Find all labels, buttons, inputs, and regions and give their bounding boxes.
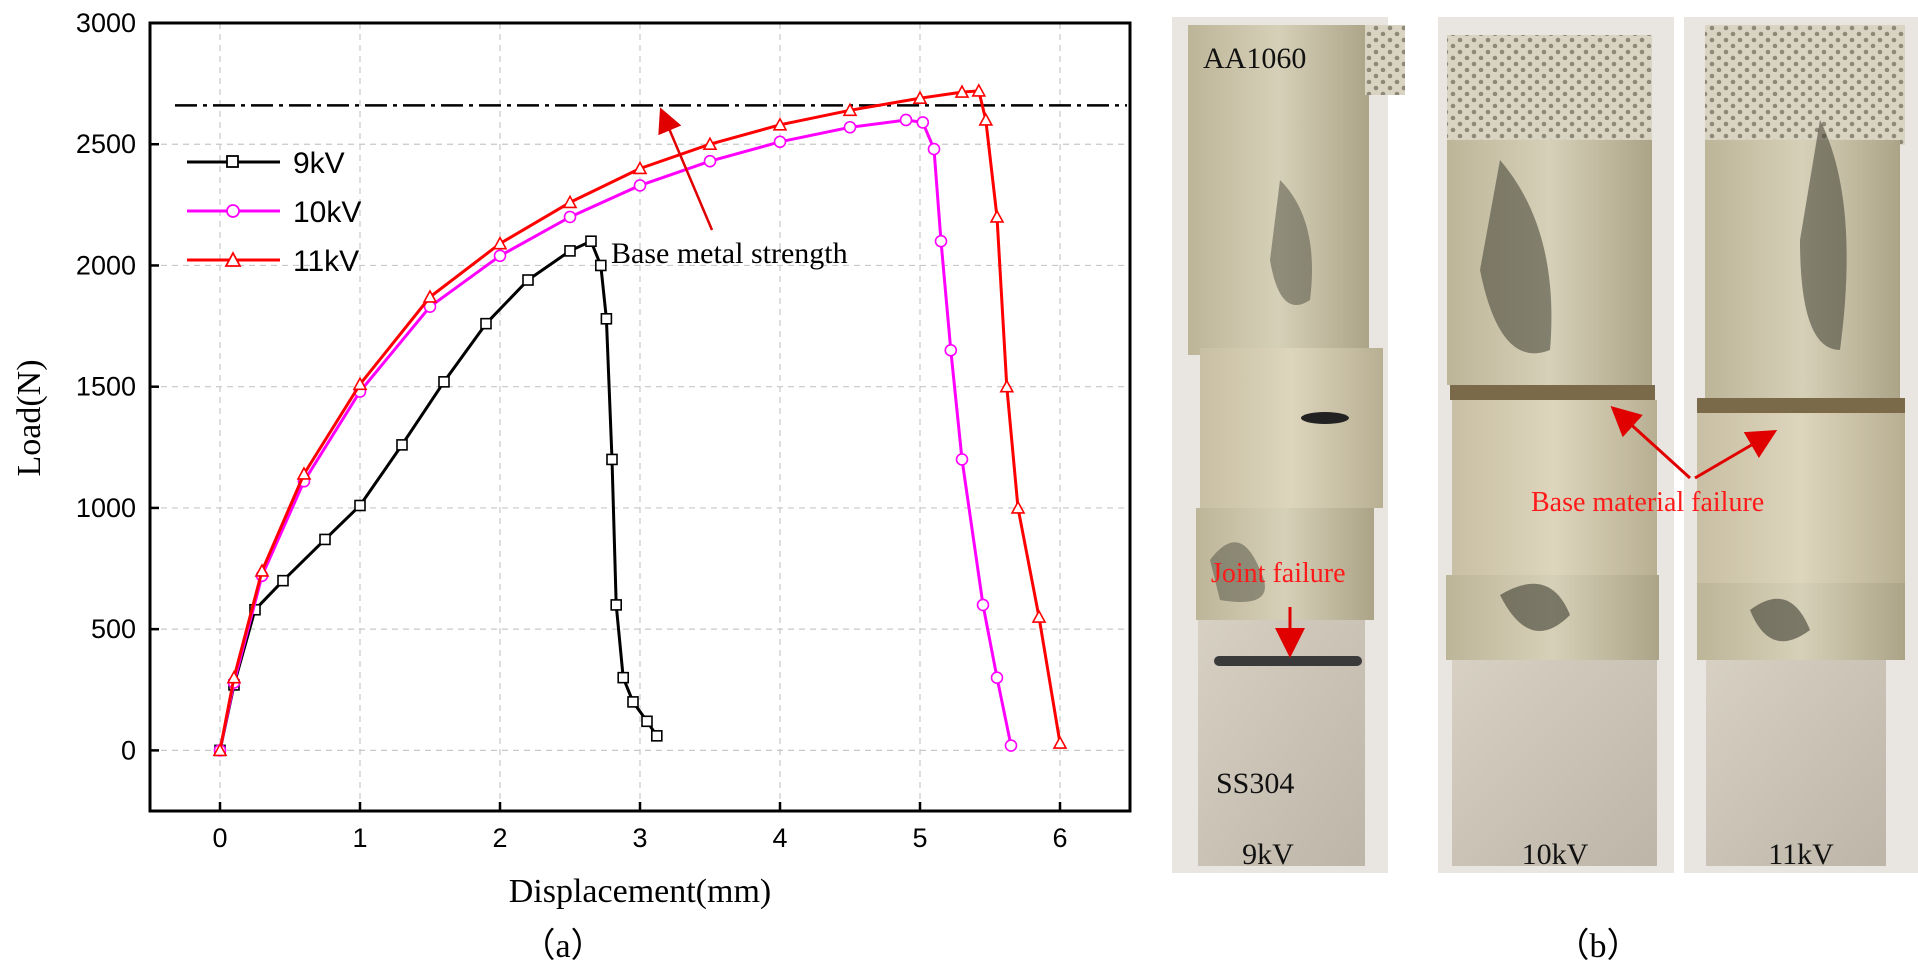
legend-label-10kv: 10kV bbox=[293, 196, 361, 229]
data-point-9kv bbox=[480, 317, 492, 330]
y-tick-label: 0 bbox=[121, 735, 136, 765]
x-tick-label: 5 bbox=[912, 823, 927, 853]
data-point-11kv bbox=[562, 194, 578, 209]
label-voltage-11kv: 11kV bbox=[1768, 838, 1834, 871]
label-voltage-10kv: 10kV bbox=[1522, 838, 1589, 871]
x-tick-label: 3 bbox=[632, 823, 647, 853]
data-point-11kv bbox=[632, 160, 648, 175]
data-point-9kv bbox=[277, 574, 289, 587]
data-point-10kv bbox=[493, 249, 507, 263]
data-point-11kv bbox=[842, 102, 858, 117]
y-tick-label: 3000 bbox=[76, 8, 136, 38]
data-point-11kv bbox=[492, 235, 508, 250]
data-point-11kv bbox=[912, 90, 928, 104]
specimen-photo: AA1060 SS304 Joint failure Base material… bbox=[1172, 17, 1918, 965]
legend-item-10kv: 10kV bbox=[187, 196, 361, 229]
y-axis-title: Load(N) bbox=[11, 359, 48, 476]
data-point-10kv bbox=[944, 344, 958, 357]
legend-label-9kv: 9kV bbox=[293, 147, 345, 180]
data-point-10kv bbox=[843, 120, 857, 134]
data-point-11kv bbox=[296, 466, 312, 480]
data-point-11kv bbox=[254, 563, 270, 577]
data-point-9kv bbox=[600, 313, 613, 325]
legend-item-9kv: 9kV bbox=[187, 147, 345, 180]
data-point-9kv bbox=[354, 499, 366, 512]
specimen-9kv bbox=[1188, 25, 1405, 866]
chart: 0 500 1000 1500 2000 2500 3000 0 1 2 3 4 5 6 9kV 10k… bbox=[11, 8, 1132, 965]
data-point-10kv bbox=[990, 671, 1004, 684]
legend-item-11kv: 11kV bbox=[187, 245, 359, 278]
data-point-9kv bbox=[641, 715, 653, 728]
x-axis-ticks: 0 1 2 3 4 5 6 bbox=[212, 802, 1068, 853]
data-point-11kv bbox=[1052, 735, 1068, 749]
data-point-11kv bbox=[422, 289, 438, 303]
data-point-11kv bbox=[1031, 609, 1047, 623]
data-point-11kv bbox=[971, 83, 987, 97]
specimen-11kv bbox=[1697, 25, 1905, 866]
plot-frame bbox=[148, 21, 1132, 813]
label-aa1060: AA1060 bbox=[1203, 42, 1306, 75]
data-point-10kv bbox=[773, 135, 787, 149]
data-point-9kv bbox=[610, 599, 623, 611]
x-tick-label: 6 bbox=[1052, 823, 1067, 853]
panel-label-a: （a） bbox=[521, 927, 604, 965]
label-base-material-failure: Base material failure bbox=[1531, 487, 1764, 518]
data-point-10kv bbox=[703, 154, 717, 168]
data-point-10kv bbox=[927, 142, 941, 156]
data-point-9kv bbox=[606, 453, 618, 466]
x-tick-label: 4 bbox=[772, 823, 787, 853]
data-point-11kv bbox=[954, 84, 970, 98]
data-point-10kv bbox=[899, 113, 913, 127]
label-joint-failure: Joint failure bbox=[1211, 558, 1346, 589]
data-point-11kv bbox=[702, 136, 718, 151]
x-tick-label: 0 bbox=[212, 823, 227, 853]
panel-label-b: （b） bbox=[1556, 927, 1641, 965]
label-voltage-9kv: 9kV bbox=[1242, 838, 1294, 871]
data-point-9kv bbox=[627, 696, 639, 708]
grid bbox=[150, 22, 1130, 811]
annotation-base-metal-strength: Base metal strength bbox=[611, 237, 848, 270]
data-point-10kv bbox=[976, 598, 990, 612]
data-point-9kv bbox=[594, 259, 607, 272]
label-ss304: SS304 bbox=[1216, 767, 1294, 800]
series-line-9kv bbox=[218, 239, 659, 751]
data-point-11kv bbox=[212, 742, 228, 757]
data-point-11kv bbox=[989, 209, 1005, 223]
data-point-10kv bbox=[955, 453, 969, 466]
data-point-10kv bbox=[563, 210, 577, 224]
legend-label-11kv: 11kV bbox=[293, 245, 359, 278]
data-point-10kv bbox=[934, 234, 948, 248]
y-tick-label: 2000 bbox=[76, 250, 136, 280]
y-tick-label: 2500 bbox=[76, 129, 136, 159]
y-tick-label: 1000 bbox=[76, 493, 136, 523]
data-point-9kv bbox=[650, 730, 663, 742]
specimen-10kv bbox=[1446, 35, 1659, 866]
y-tick-label: 1500 bbox=[76, 372, 136, 402]
data-point-10kv bbox=[633, 179, 647, 192]
data-point-10kv bbox=[1004, 739, 1018, 752]
data-point-9kv bbox=[617, 671, 630, 684]
legend: 9kV 10kV 11kV bbox=[187, 147, 361, 278]
x-axis-title: Displacement(mm) bbox=[509, 873, 771, 910]
series-layer bbox=[212, 83, 1068, 757]
y-axis-ticks: 0 500 1000 1500 2000 2500 3000 bbox=[76, 8, 159, 765]
data-point-9kv bbox=[396, 439, 408, 451]
data-point-11kv bbox=[999, 379, 1015, 393]
data-point-11kv bbox=[1010, 500, 1026, 514]
data-point-11kv bbox=[772, 117, 788, 131]
x-tick-label: 1 bbox=[352, 823, 367, 853]
data-point-9kv bbox=[564, 245, 576, 257]
data-point-9kv bbox=[319, 533, 331, 546]
y-tick-label: 500 bbox=[91, 614, 136, 644]
data-point-9kv bbox=[522, 274, 534, 286]
data-point-9kv bbox=[438, 376, 450, 388]
data-point-10kv bbox=[916, 116, 930, 129]
x-tick-label: 2 bbox=[492, 823, 507, 853]
data-point-11kv bbox=[352, 376, 368, 391]
data-point-9kv bbox=[585, 235, 597, 248]
annotation-arrow bbox=[658, 107, 714, 231]
data-point-11kv bbox=[978, 112, 994, 126]
data-point-11kv bbox=[226, 669, 242, 684]
